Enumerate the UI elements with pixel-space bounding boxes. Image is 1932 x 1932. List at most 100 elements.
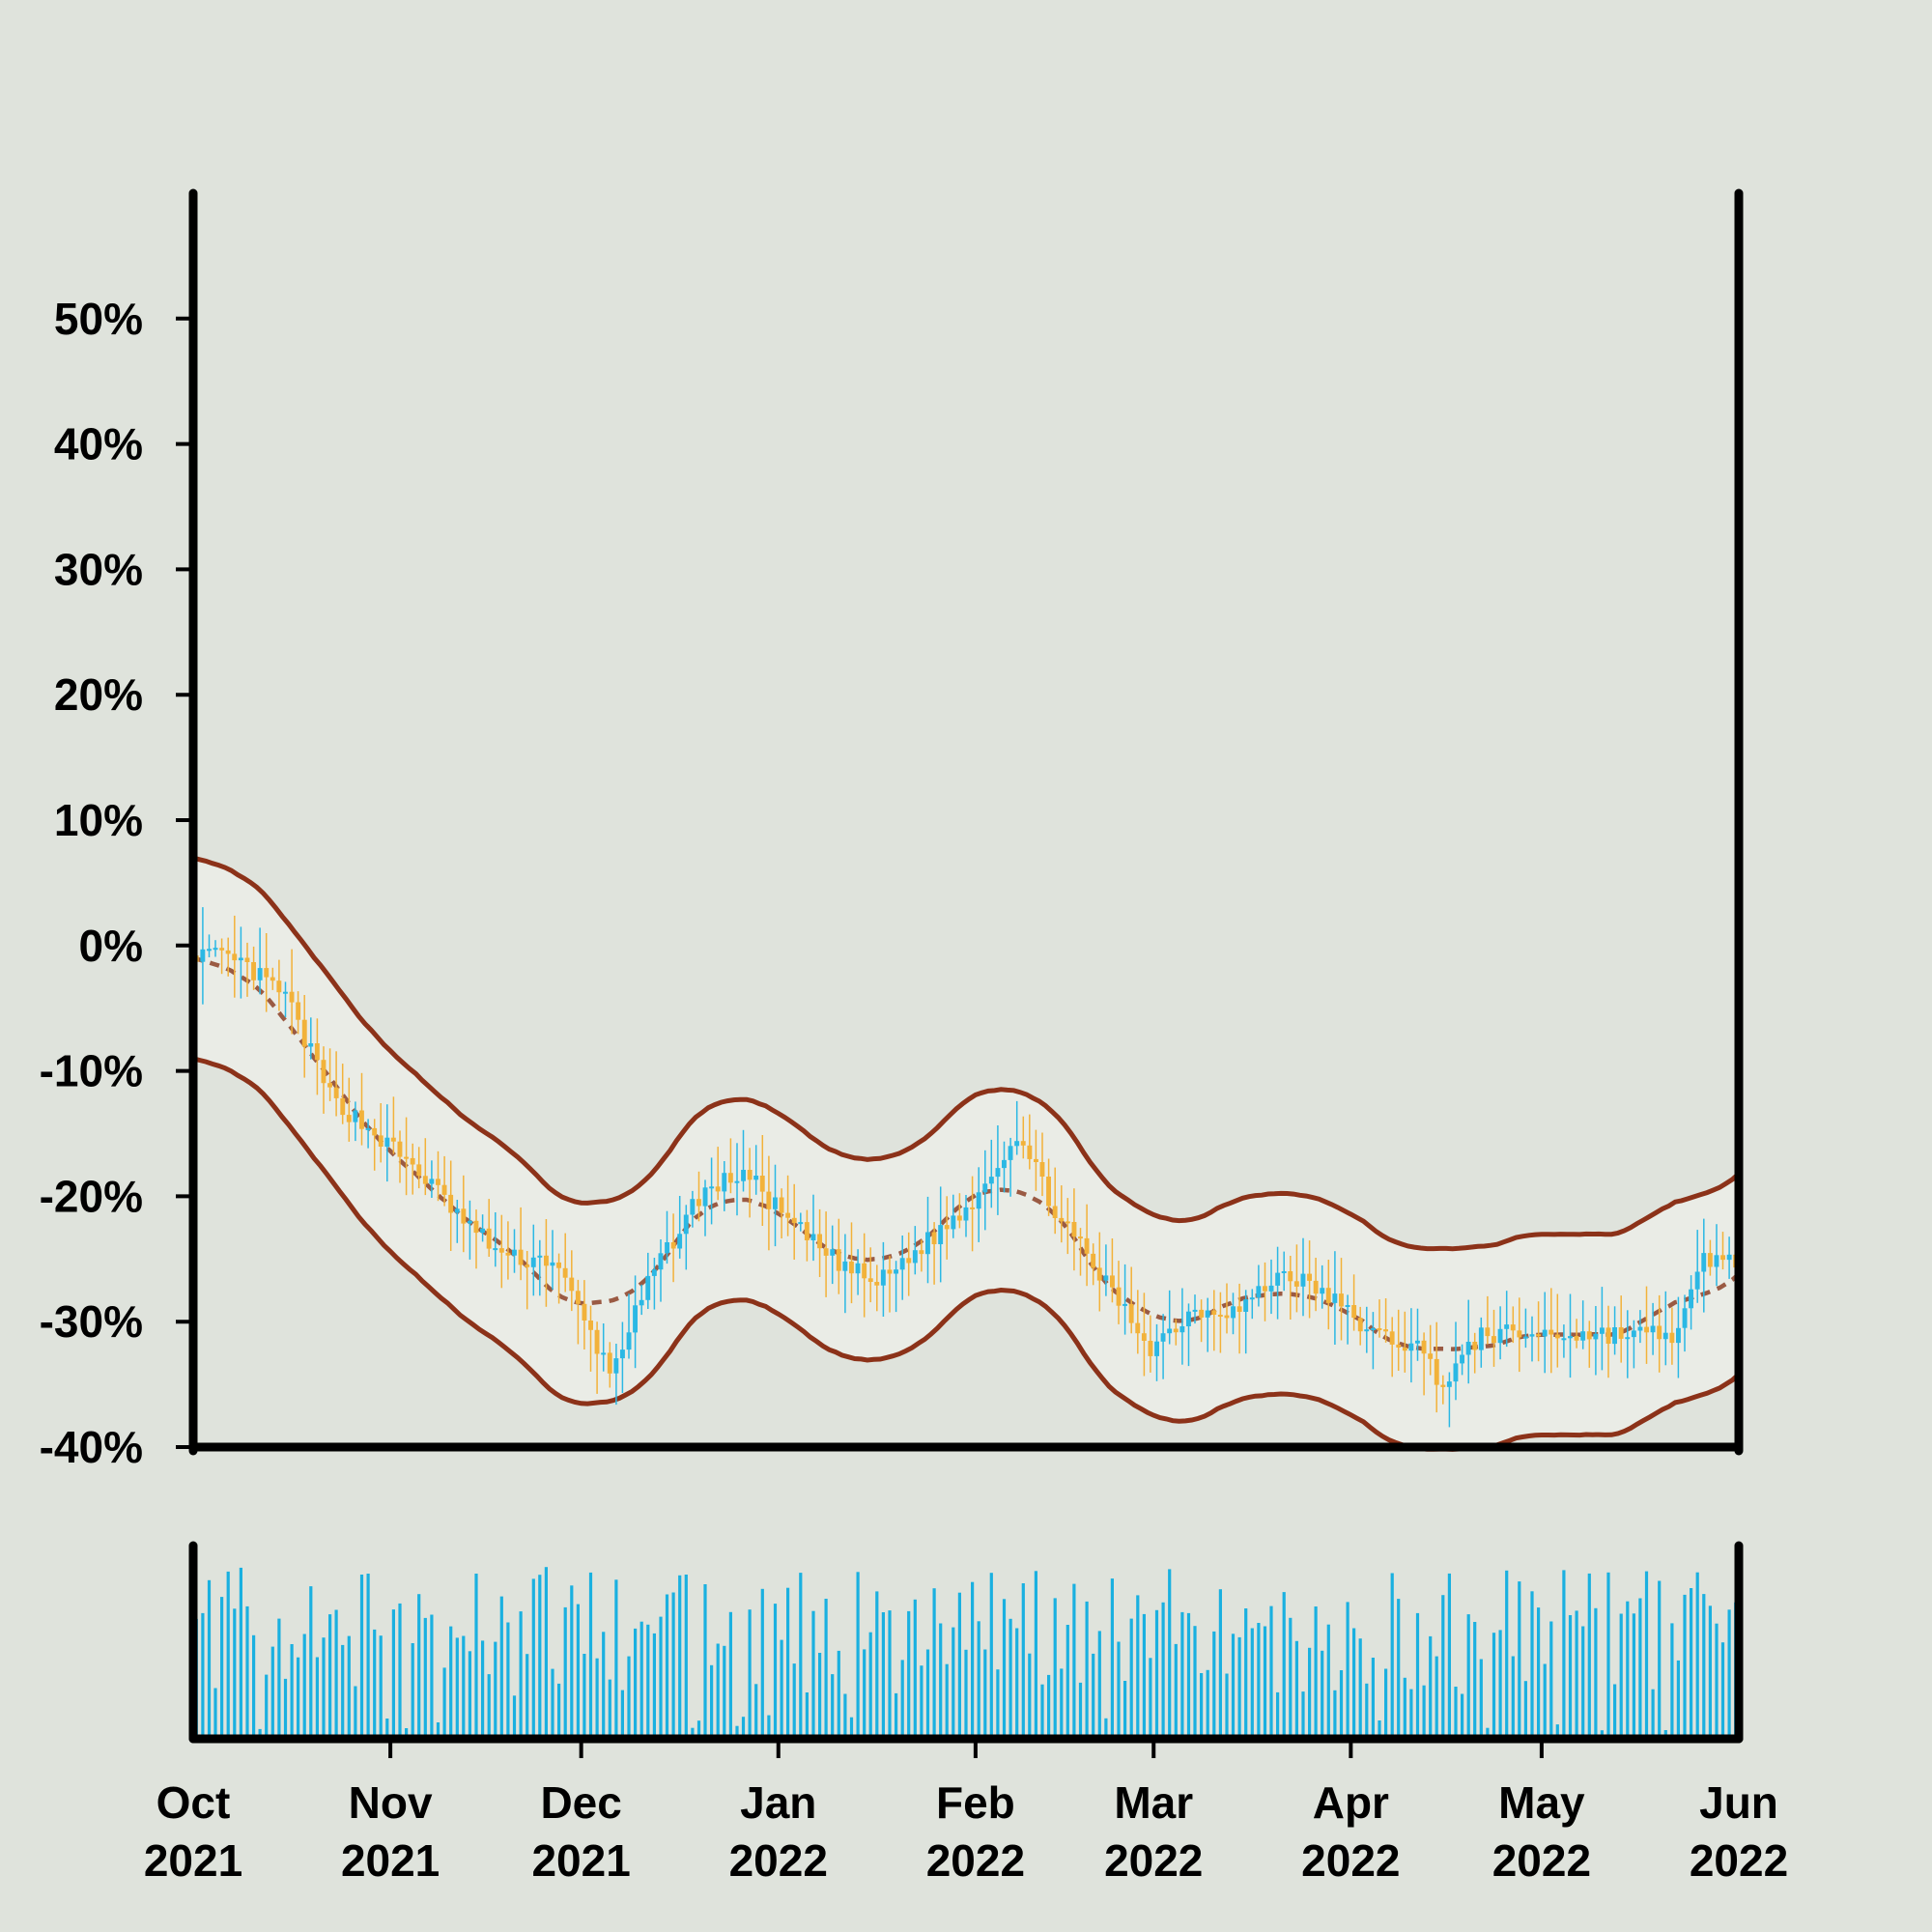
candle-body [537, 1255, 543, 1258]
candle-body [1542, 1329, 1548, 1337]
volume-bar [1492, 1633, 1496, 1739]
volume-bar [1461, 1693, 1464, 1739]
volume-bar [1702, 1594, 1706, 1739]
volume-bar [728, 1611, 732, 1739]
volume-bar [1690, 1588, 1693, 1739]
volume-bar [971, 1581, 975, 1739]
candle-body [207, 949, 212, 952]
volume-bar [868, 1632, 872, 1739]
candle-body [372, 1127, 378, 1136]
volume-bar [417, 1594, 421, 1739]
volume-bar [526, 1654, 529, 1739]
volume-bar [1110, 1578, 1114, 1739]
candle-body [1039, 1162, 1045, 1177]
candle-body [1625, 1337, 1631, 1340]
candle-body [1593, 1333, 1599, 1340]
volume-bar [1619, 1613, 1623, 1739]
volume-bar [996, 1669, 1000, 1739]
volume-bar [608, 1679, 611, 1739]
candle-body [384, 1137, 390, 1148]
volume-bar [1415, 1612, 1420, 1739]
candle-body [1325, 1288, 1331, 1303]
candle-body [1689, 1289, 1693, 1309]
volume-bar [1486, 1727, 1490, 1739]
candle-body [1701, 1253, 1707, 1272]
volume-bar [538, 1575, 542, 1739]
volume-bar [646, 1624, 650, 1739]
volume-bar [1250, 1628, 1254, 1739]
candle-body [1313, 1280, 1319, 1294]
volume-bar [1174, 1643, 1178, 1739]
candle-body [919, 1250, 924, 1255]
candle-body [562, 1267, 568, 1278]
candle-body [970, 1207, 975, 1209]
y-tick-label: 40% [54, 419, 143, 469]
candle-body [1657, 1325, 1662, 1340]
candle-body [1377, 1328, 1382, 1330]
candle-body [1293, 1281, 1299, 1287]
candle-body [225, 950, 231, 954]
candle-body [1548, 1329, 1554, 1335]
volume-bar [1289, 1617, 1293, 1739]
candle-body [995, 1168, 1001, 1178]
volume-bar [359, 1575, 364, 1739]
candle-body [429, 1179, 435, 1184]
candle-body [422, 1176, 428, 1184]
candle-body [575, 1291, 581, 1304]
volume-bar [1326, 1624, 1330, 1739]
x-tick-label-year: 2022 [1301, 1835, 1400, 1886]
volume-bar [602, 1632, 606, 1739]
volume-bar [1282, 1592, 1286, 1739]
candle-body [1605, 1327, 1611, 1344]
volume-bar [805, 1692, 809, 1739]
candle-body [690, 1199, 696, 1215]
candle-body [1472, 1342, 1478, 1350]
volume-bar [379, 1635, 383, 1739]
volume-bar [322, 1637, 326, 1739]
candle-body [1135, 1322, 1141, 1334]
volume-bar [1409, 1689, 1413, 1739]
candle-body [569, 1277, 575, 1292]
volume-bar [1683, 1594, 1687, 1739]
volume-bar [1498, 1630, 1502, 1739]
volume-bar [1218, 1589, 1222, 1739]
volume-bar [512, 1695, 517, 1739]
volume-bar [557, 1683, 561, 1739]
candle-body [512, 1249, 517, 1256]
candle-body [1339, 1293, 1344, 1307]
candle-body [404, 1156, 409, 1159]
x-axis-ticks: Oct 2021 Nov 2021 Dec 2021 Jan 2022 Feb 2022 Mar 20… [144, 1739, 1788, 1886]
candle-body [982, 1183, 988, 1193]
volume-bar [811, 1610, 815, 1739]
volume-bar [773, 1604, 778, 1739]
candle-body [1662, 1332, 1668, 1340]
volume-bar [1632, 1613, 1635, 1739]
candle-body [734, 1180, 740, 1183]
volume-bar [302, 1634, 306, 1739]
candle-body [670, 1242, 676, 1249]
candle-body [1281, 1271, 1287, 1273]
volume-bar [786, 1587, 790, 1739]
volume-bar [1002, 1599, 1007, 1739]
volume-bar [710, 1664, 714, 1739]
candle-body [327, 1083, 332, 1088]
volume-bar [1161, 1602, 1165, 1739]
volume-bar [544, 1567, 548, 1739]
volume-bar [1523, 1681, 1527, 1739]
volume-bar [671, 1592, 675, 1739]
candle-body [1103, 1275, 1109, 1281]
volume-bar [233, 1608, 237, 1739]
volume-bar [964, 1649, 968, 1739]
volume-bar [760, 1588, 764, 1739]
candle-body [626, 1332, 632, 1350]
volume-bars [194, 1567, 1738, 1739]
volume-bar [1244, 1608, 1248, 1739]
candle-body [849, 1261, 854, 1274]
candle-body [1307, 1273, 1312, 1281]
candle-body [1453, 1363, 1459, 1382]
candle-body [1071, 1222, 1077, 1237]
volume-bar [1149, 1658, 1152, 1739]
volume-bar [1028, 1653, 1032, 1739]
candle-body [1091, 1253, 1096, 1268]
y-tick-label: 30% [54, 544, 143, 594]
